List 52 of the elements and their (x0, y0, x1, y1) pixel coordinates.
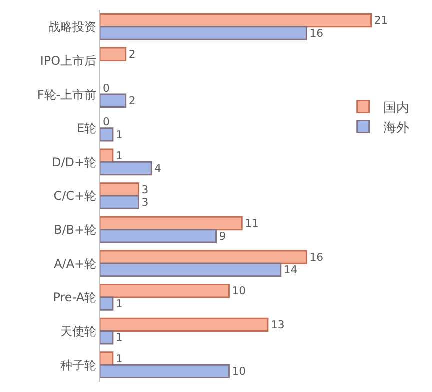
data-label: 0 (103, 82, 110, 95)
data-label: 16 (310, 26, 324, 40)
data-label: 3 (142, 196, 149, 209)
bar (100, 47, 127, 62)
y-tick-label: A/A+轮 (54, 256, 97, 271)
bar (100, 318, 269, 332)
data-label: 1 (116, 128, 123, 142)
bar (100, 330, 114, 345)
bar (100, 182, 140, 197)
data-label: 13 (270, 318, 285, 332)
bar (100, 296, 114, 311)
bar (100, 94, 127, 108)
y-tick-label: C/C+轮 (54, 189, 97, 204)
bar (100, 13, 372, 28)
y-tick-label: D/D+轮 (52, 155, 97, 170)
data-label: 1 (116, 149, 123, 162)
y-tick-label: 种子轮 (60, 358, 97, 372)
y-tick-label: IPO上市后 (40, 54, 97, 68)
bar (100, 364, 230, 379)
y-tick-label: E轮 (77, 122, 97, 136)
bar (100, 229, 218, 244)
bar (100, 195, 140, 210)
data-label: 4 (154, 162, 162, 176)
data-label: 16 (310, 250, 324, 264)
data-label: 2 (128, 94, 136, 108)
bar (100, 250, 308, 264)
bar (100, 128, 114, 142)
y-tick-label: 战略投资 (48, 20, 97, 34)
data-label: 2 (128, 48, 136, 62)
bar (100, 216, 243, 231)
data-label: 0 (103, 116, 110, 129)
legend-label: 海外 (383, 120, 410, 136)
data-label: 14 (284, 264, 298, 277)
bar (100, 26, 308, 40)
data-label: 1 (116, 331, 123, 344)
data-label: 1 (116, 297, 123, 310)
bar (100, 352, 114, 366)
y-tick-label: Pre-A轮 (53, 290, 97, 305)
data-label: 11 (245, 217, 259, 230)
data-label: 10 (232, 365, 246, 378)
y-tick-label: F轮-上市前 (37, 88, 97, 102)
data-label: 21 (374, 14, 388, 28)
bar (100, 161, 152, 176)
bar (100, 262, 282, 278)
data-label: 3 (142, 183, 149, 196)
y-tick-label: B/B+轮 (54, 223, 97, 238)
data-label: 1 (116, 352, 123, 366)
data-label: 9 (219, 230, 226, 243)
y-tick-label: 天使轮 (60, 324, 97, 338)
legend-label: 国内 (383, 100, 410, 116)
bar (100, 284, 230, 298)
data-label: 10 (232, 284, 246, 298)
